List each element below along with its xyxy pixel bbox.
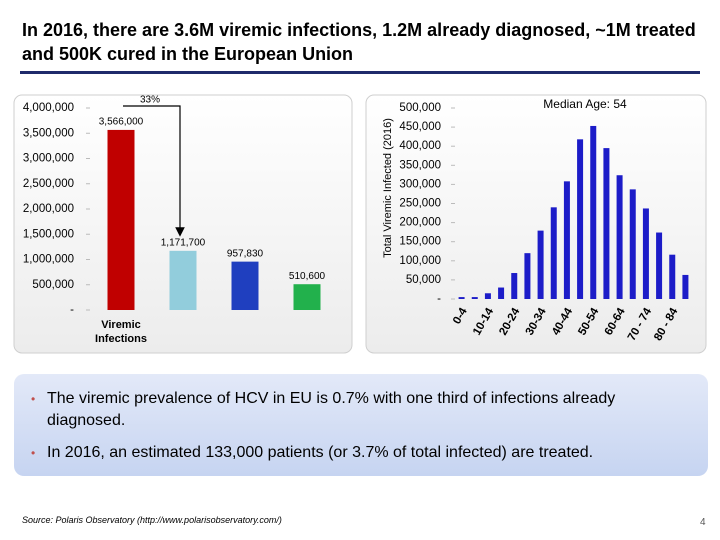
value-label: 957,830 [227, 248, 264, 259]
bar [656, 232, 663, 299]
bar [293, 284, 321, 310]
value-label: 510,600 [289, 271, 326, 282]
bar [498, 287, 505, 299]
annotation: 33% [140, 95, 160, 106]
y-tick-label: 150,000 [399, 236, 441, 248]
bar [537, 230, 544, 299]
bar [169, 250, 197, 310]
bar [550, 207, 557, 299]
slide-title: In 2016, there are 3.6M viremic infectio… [22, 20, 696, 64]
y-tick-label: 500,000 [399, 102, 441, 114]
x-tick-label-line: Infections [95, 333, 147, 345]
y-tick-label: 4,000,000 [23, 102, 74, 114]
bar [524, 253, 531, 299]
bar [669, 254, 676, 299]
bar [484, 293, 491, 299]
x-tick-label-line: Viremic [101, 319, 141, 331]
bar [107, 129, 135, 310]
bar [642, 208, 649, 299]
y-tick-label: - [70, 304, 74, 316]
y-tick-label: 200,000 [399, 217, 441, 229]
annotation-arrow [123, 105, 185, 237]
bar [231, 261, 259, 310]
bar [563, 181, 570, 299]
bullet: The viremic prevalence of HCV in EU is 0… [31, 388, 697, 432]
page-number: 4 [700, 517, 706, 528]
annotation: Median Age: 54 [543, 97, 627, 111]
bar [590, 125, 597, 299]
y-tick-label: 350,000 [399, 159, 441, 171]
y-tick-label: 2,000,000 [23, 203, 74, 215]
bar [682, 274, 689, 299]
y-tick-label: 500,000 [32, 279, 74, 291]
y-tick-label: - [437, 293, 441, 305]
bar [603, 148, 610, 299]
y-axis-title: Total Viremic Infected (2016) [382, 118, 394, 258]
y-tick-label: 400,000 [399, 140, 441, 152]
y-tick-label: 3,500,000 [23, 127, 74, 139]
y-tick-label: 3,000,000 [23, 153, 74, 165]
bar [511, 273, 518, 299]
bar [471, 297, 478, 299]
bullet: In 2016, an estimated 133,000 patients (… [31, 442, 697, 464]
chart-panel [13, 94, 353, 354]
y-tick-label: 1,000,000 [23, 254, 74, 266]
bar [616, 175, 623, 299]
value-label: 3,566,000 [99, 117, 144, 128]
x-tick-label: Viremic Infections [95, 319, 147, 345]
source-note: Source: Polaris Observatory (http://www.… [22, 515, 282, 525]
y-tick-label: 250,000 [399, 198, 441, 210]
bar [458, 297, 465, 299]
value-label: 1,171,700 [161, 237, 206, 248]
bar [577, 139, 584, 299]
y-tick-label: 100,000 [399, 255, 441, 267]
y-tick-label: 450,000 [399, 121, 441, 133]
y-tick-label: 300,000 [399, 178, 441, 190]
bar [629, 189, 636, 299]
title-rule [20, 71, 700, 74]
bullet-box: The viremic prevalence of HCV in EU is 0… [14, 374, 708, 476]
y-tick-label: 50,000 [406, 274, 441, 286]
y-tick-label: 2,500,000 [23, 178, 74, 190]
y-tick-label: 1,500,000 [23, 228, 74, 240]
